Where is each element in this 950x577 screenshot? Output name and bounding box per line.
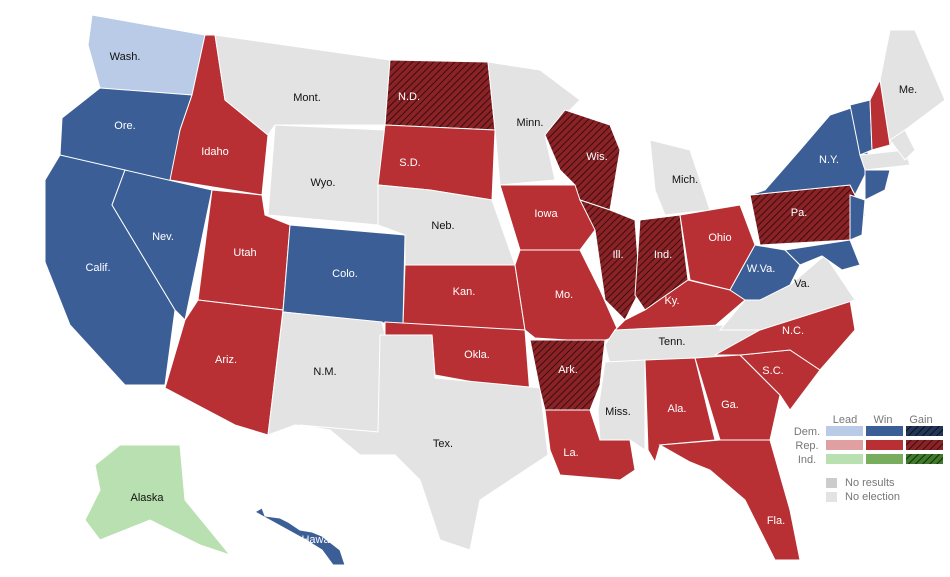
legend-swatch (826, 454, 863, 464)
state (487, 61, 581, 186)
state-label: Iowa (534, 208, 558, 220)
legend-swatch (906, 440, 943, 450)
state (749, 104, 871, 197)
state-label: Wash. (110, 51, 141, 63)
state-label: S.C. (762, 365, 783, 377)
state-label: Mich. (672, 174, 698, 186)
legend-column: Gain (909, 414, 932, 426)
state-label: Ore. (114, 120, 135, 132)
state (84, 444, 232, 557)
state-label: Ariz. (215, 354, 237, 366)
legend-swatch (826, 492, 837, 502)
state-label: Okla. (464, 349, 490, 361)
legend-swatch (826, 426, 863, 436)
state-label: Utah (233, 247, 256, 259)
state (299, 334, 549, 551)
state (164, 299, 284, 436)
legend: Lead Win Gain Dem. Rep. Ind. No results No elec… (794, 414, 943, 503)
state-label: La. (563, 447, 578, 459)
legend-swatch (826, 440, 863, 450)
state-label: Calif. (85, 262, 110, 274)
legend-swatch (866, 454, 903, 464)
state-label: Ky. (664, 295, 679, 307)
legend-swatch (826, 478, 837, 488)
state (729, 244, 801, 301)
state-label: Wis. (586, 151, 607, 163)
legend-column: Lead (833, 414, 857, 426)
state (849, 194, 866, 241)
legend-row: Ind. (798, 454, 816, 466)
state-label: N.Y. (819, 154, 839, 166)
state-label: Ala. (668, 403, 687, 415)
state-label: Ga. (721, 399, 739, 411)
state-label: W.Va. (747, 263, 776, 275)
state-label: Wyo. (311, 177, 336, 189)
state (869, 78, 891, 151)
state-label: Miss. (605, 406, 631, 418)
state (267, 124, 386, 226)
state-label: Ark. (558, 364, 578, 376)
state-label: Kan. (453, 286, 476, 298)
state-label: Mont. (293, 92, 321, 104)
state-label: Va. (794, 278, 810, 290)
state-label: N.D. (398, 91, 420, 103)
legend-swatch (906, 454, 943, 464)
state-label: Ohio (708, 232, 731, 244)
legend-other: No election (845, 491, 900, 503)
state-label: S.D. (399, 157, 420, 169)
state-label: Me. (899, 84, 917, 96)
state-label: Nev. (152, 231, 174, 243)
state-labels: Wash. Ore. Calif. Nev. Idaho Mont. Wyo. Utah Col… (85, 51, 917, 546)
legend-swatch (866, 426, 903, 436)
state-label: Ill. (613, 249, 624, 261)
state (87, 14, 206, 96)
state-label: Hawaii (301, 534, 334, 546)
state-label: Mo. (555, 289, 573, 301)
states (44, 14, 946, 566)
state (749, 184, 866, 246)
state-label: Neb. (431, 220, 454, 232)
state-label: Fla. (767, 515, 785, 527)
state-label: N.M. (313, 366, 336, 378)
state (859, 149, 911, 171)
legend-column: Win (874, 414, 893, 426)
state-label: Ind. (654, 249, 672, 261)
state-label: Tenn. (659, 336, 686, 348)
legend-swatch (906, 426, 943, 436)
legend-other: No results (845, 477, 895, 489)
state-label: Idaho (201, 146, 229, 158)
state (864, 169, 891, 201)
state (649, 139, 711, 216)
state-label: Minn. (517, 117, 544, 129)
state-label: Alaska (130, 492, 164, 504)
legend-row: Rep. (795, 440, 818, 452)
state (658, 439, 801, 561)
state-label: N.C. (782, 325, 804, 337)
state-label: Tex. (433, 438, 453, 450)
legend-row: Dem. (794, 426, 820, 438)
state-label: Pa. (791, 207, 808, 219)
legend-swatch (866, 440, 903, 450)
state (253, 507, 346, 566)
state (544, 409, 636, 481)
state (889, 129, 916, 161)
state (579, 199, 641, 321)
state (499, 184, 596, 251)
state (111, 169, 213, 322)
state-label: Colo. (332, 268, 358, 280)
